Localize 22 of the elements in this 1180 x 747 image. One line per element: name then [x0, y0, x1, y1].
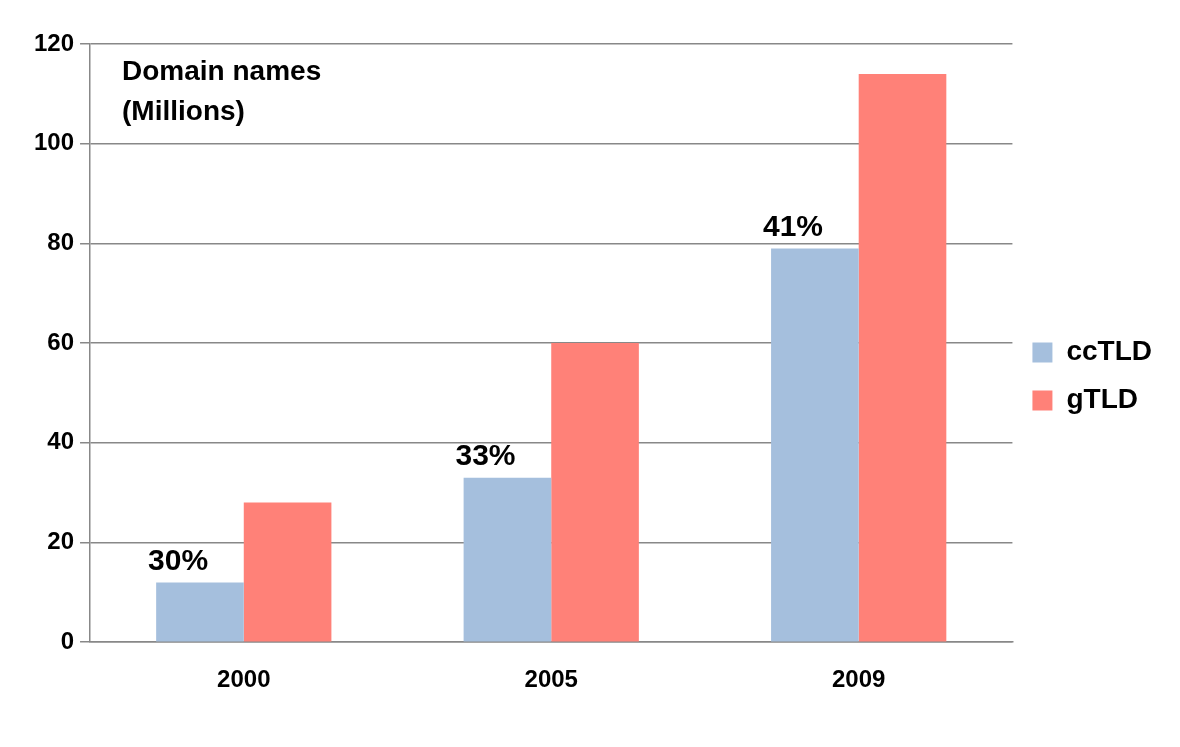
bar	[858, 73, 947, 642]
x-tick-label: 2005	[524, 665, 578, 693]
y-tick-label: 80	[47, 228, 75, 256]
y-axis-title: Domain names (Millions)	[122, 54, 322, 126]
y-tick-label: 100	[34, 128, 75, 156]
bar	[771, 248, 859, 642]
legend-label: gTLD	[1066, 383, 1138, 415]
bar	[551, 343, 639, 642]
annotation: 33%	[455, 437, 516, 471]
y-tick-label: 40	[47, 427, 75, 455]
y-tick-label: 0	[60, 626, 75, 654]
y-tick-label: 20	[47, 527, 75, 555]
bar	[156, 582, 244, 642]
x-tick-label: 2009	[832, 665, 886, 693]
y-tick-label: 120	[34, 28, 75, 56]
bar	[243, 502, 332, 642]
annotation: 30%	[148, 542, 209, 576]
x-tick-label: 2000	[217, 665, 271, 693]
bar	[463, 477, 552, 642]
annotation: 41%	[762, 208, 823, 242]
y-tick-label: 60	[47, 327, 75, 355]
legend-label: ccTLD	[1066, 335, 1153, 367]
